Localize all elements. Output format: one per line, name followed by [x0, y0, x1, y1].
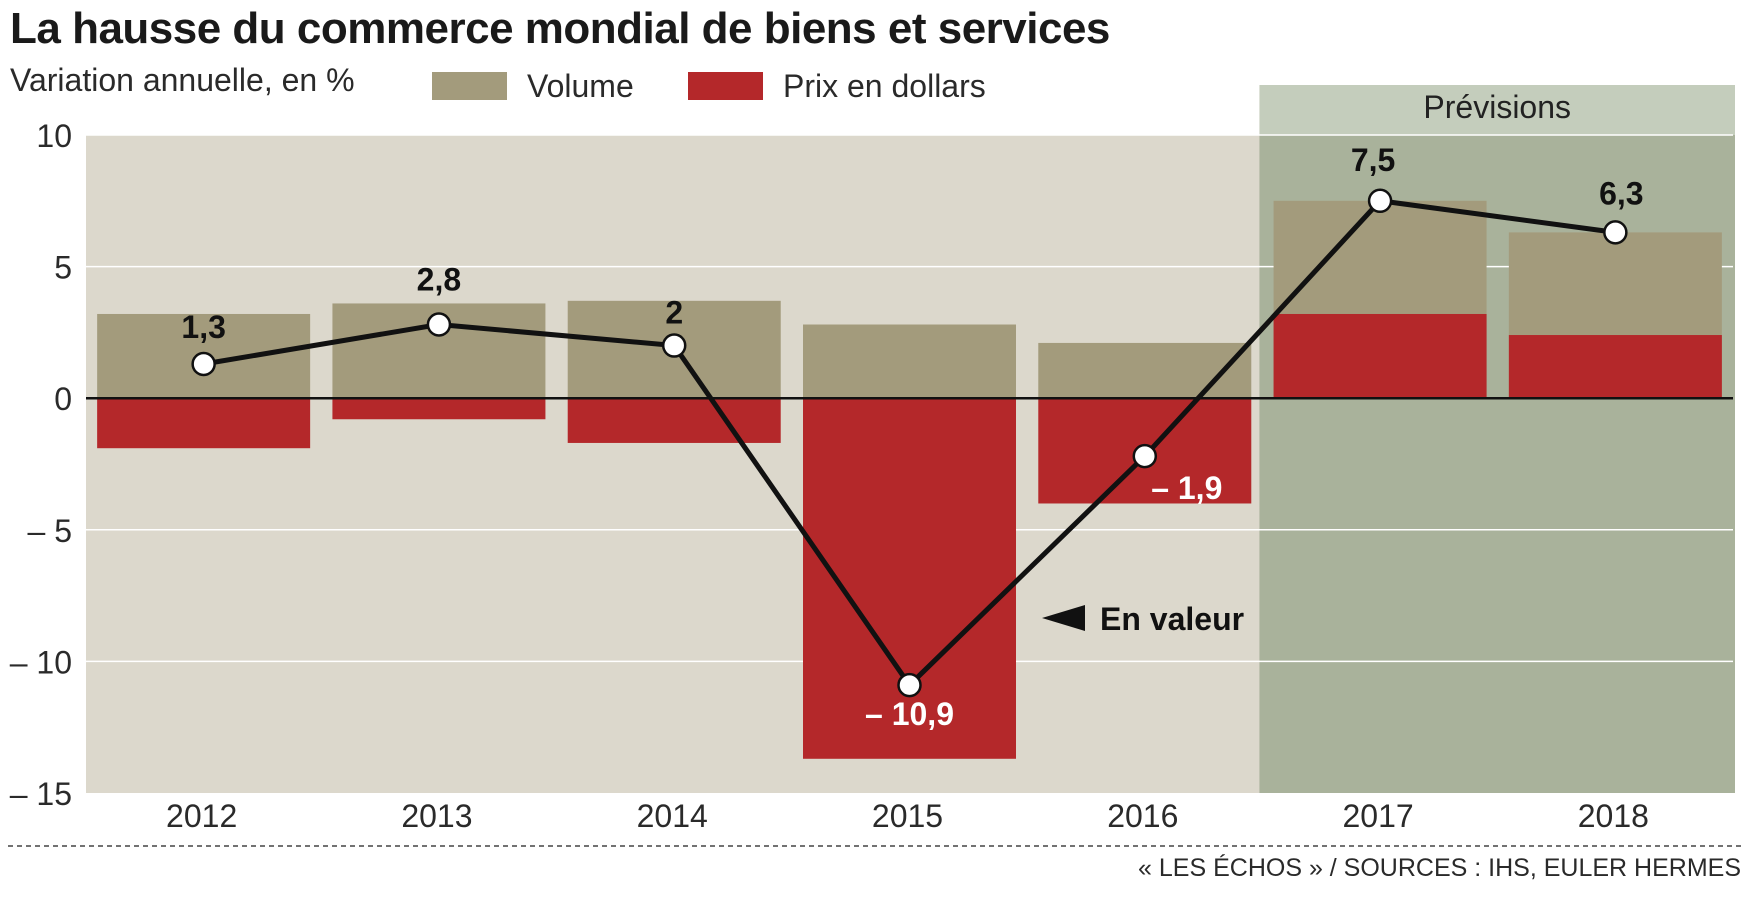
annotation-arrow: [1042, 605, 1085, 631]
forecast-label: Prévisions: [1423, 89, 1571, 125]
chart-area: Prévisions 10 5 0 – 5 – 10 – 15 2012 2013 2014 201…: [8, 85, 1741, 847]
x-tick-label: 2017: [1342, 798, 1413, 834]
bar-prix: [1508, 335, 1722, 399]
y-tick-label: 5: [54, 250, 72, 286]
bar-prix: [97, 398, 311, 449]
data-label: 6,3: [1599, 175, 1643, 211]
y-tick-label: – 15: [10, 776, 72, 812]
data-label: – 10,9: [865, 696, 954, 732]
y-axis-label: Variation annuelle, en %: [10, 62, 355, 98]
legend-item-prix: Prix en dollars: [688, 66, 986, 106]
line-point: [897, 672, 922, 698]
data-label: 1,3: [181, 309, 225, 345]
bar-prix: [332, 398, 546, 420]
y-tick-label: – 10: [10, 644, 72, 680]
forecast-header: [1259, 85, 1735, 135]
data-label: 2: [665, 295, 683, 331]
legend-item-volume: Volume: [432, 66, 634, 106]
y-tick-label: 0: [54, 381, 72, 417]
y-tick-label: – 5: [28, 513, 72, 549]
annotation-label: En valeur: [1100, 601, 1244, 637]
bar-prix: [1273, 313, 1487, 399]
x-tick-label: 2013: [401, 798, 472, 834]
source-credit: « LES ÉCHOS » / SOURCES : IHS, EULER HER…: [1138, 854, 1741, 882]
bar-volume: [803, 324, 1016, 399]
legend-label-prix: Prix en dollars: [783, 67, 986, 104]
x-tick-label: 2014: [637, 798, 708, 834]
line-point: [1367, 188, 1393, 214]
chart-title: La hausse du commerce mondial de biens e…: [10, 4, 1110, 53]
x-tick-label: 2012: [166, 798, 237, 834]
bar-volume: [1038, 342, 1252, 399]
line-point: [661, 333, 687, 358]
line-point: [191, 351, 216, 377]
data-label: – 1,9: [1151, 470, 1222, 506]
bar-prix: [567, 398, 781, 443]
x-tick-label: 2016: [1107, 798, 1178, 834]
data-label: 2,8: [417, 262, 461, 298]
legend-label-volume: Volume: [527, 67, 634, 104]
data-label: 7,5: [1351, 142, 1395, 178]
x-tick-label: 2015: [872, 798, 943, 834]
x-tick-label: 2018: [1578, 798, 1649, 834]
y-tick-label: 10: [36, 118, 72, 154]
legend-swatch-prix: [688, 72, 763, 100]
line-point: [1603, 220, 1628, 245]
line-point: [426, 312, 452, 337]
line-point: [1132, 443, 1158, 469]
legend-swatch-volume: [432, 72, 507, 100]
